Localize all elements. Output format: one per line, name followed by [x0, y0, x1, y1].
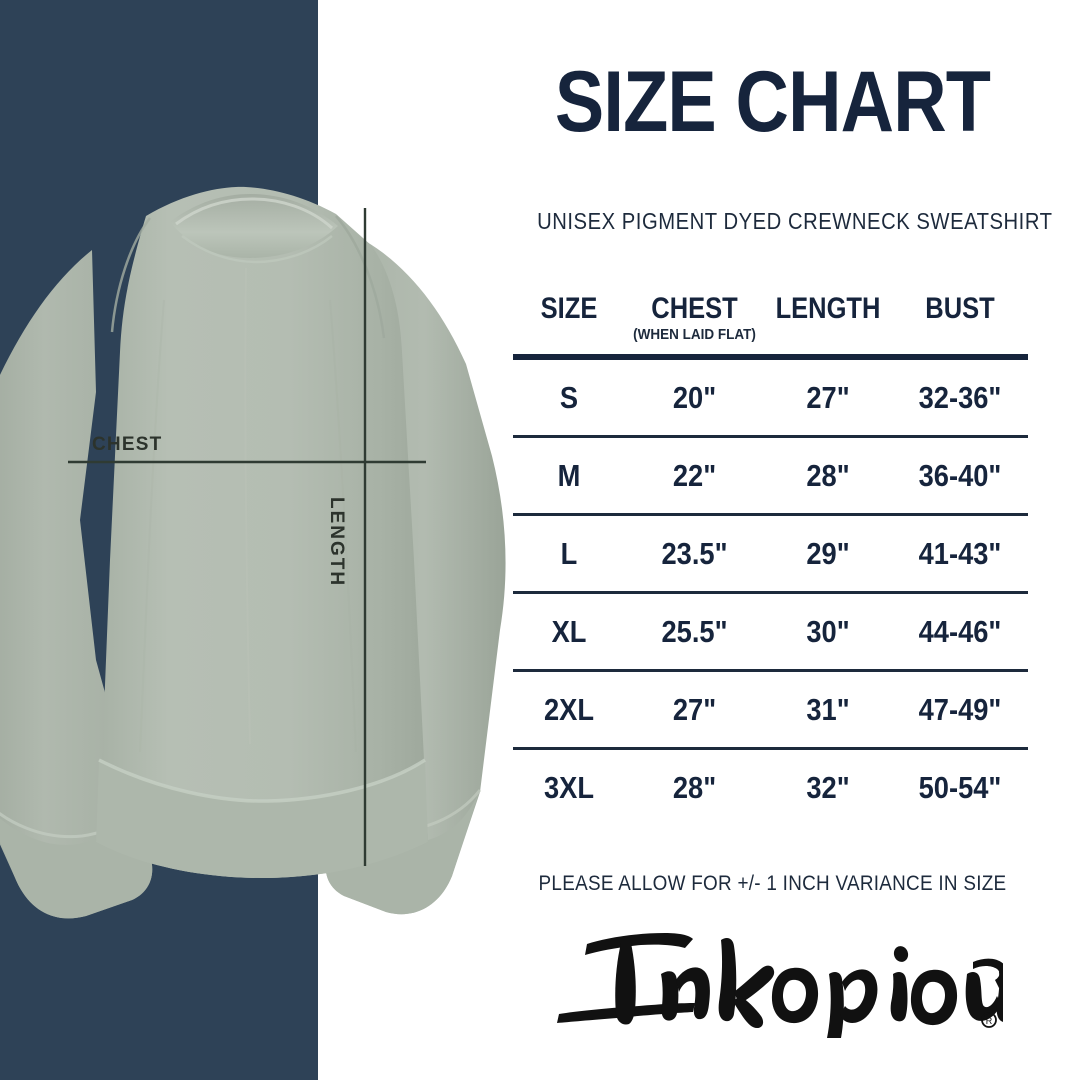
cell-size: XL	[551, 614, 587, 649]
cell-length: 30"	[806, 614, 850, 649]
row-divider	[513, 747, 1028, 750]
table-row: M 22" 28" 36-40"	[513, 438, 1028, 513]
page-subtitle: UNISEX PIGMENT DYED CREWNECK SWEATSHIRT	[537, 208, 1053, 234]
inkopious-wordmark: R	[557, 933, 1003, 1038]
chest-laid-flat-note: (WHEN LAID FLAT)	[633, 326, 756, 343]
row-divider	[513, 513, 1028, 516]
cell-size: 2XL	[543, 692, 595, 727]
chest-measure-label: CHEST	[92, 434, 163, 455]
cell-bust: 32-36"	[918, 380, 1002, 415]
cell-size: M	[557, 458, 581, 493]
table-row: L 23.5" 29" 41-43"	[513, 516, 1028, 591]
cell-length: 27"	[806, 380, 850, 415]
cell-size: S	[559, 380, 579, 415]
table-row: 3XL 28" 32" 50-54"	[513, 750, 1028, 825]
size-table: SIZE CHEST LENGTH BUST (WHEN LAID FLAT) …	[513, 278, 1028, 825]
cell-bust: 50-54"	[918, 770, 1002, 805]
cell-length: 31"	[806, 692, 850, 727]
column-header-chest: CHEST	[651, 292, 738, 325]
chart-column: SIZE CHART UNISEX PIGMENT DYED CREWNECK …	[505, 0, 1053, 1080]
cell-chest: 20"	[672, 380, 717, 415]
table-row: XL 25.5" 30" 44-46"	[513, 594, 1028, 669]
column-header-bust: BUST	[925, 292, 995, 325]
column-header-length: LENGTH	[775, 292, 881, 325]
column-header-size: SIZE	[540, 292, 598, 325]
cell-size: L	[560, 536, 578, 571]
product-photo: CHEST LENGTH	[0, 0, 530, 1080]
cell-length: 29"	[806, 536, 850, 571]
registered-trademark-icon: R	[981, 1012, 997, 1028]
svg-text:R: R	[986, 1016, 993, 1026]
cell-chest: 27"	[672, 692, 717, 727]
cell-length: 32"	[806, 770, 850, 805]
row-divider	[513, 435, 1028, 438]
cell-chest: 23.5"	[661, 536, 728, 571]
variance-note: PLEASE ALLOW FOR +/- 1 INCH VARIANCE IN …	[538, 872, 1007, 895]
table-row: 2XL 27" 31" 47-49"	[513, 672, 1028, 747]
table-row: S 20" 27" 32-36"	[513, 360, 1028, 435]
cell-chest: 28"	[672, 770, 717, 805]
cell-chest: 22"	[672, 458, 717, 493]
brand-logo: R	[543, 918, 1003, 1038]
cell-bust: 44-46"	[918, 614, 1002, 649]
cell-size: 3XL	[543, 770, 595, 805]
cell-bust: 36-40"	[918, 458, 1002, 493]
table-top-rule	[513, 354, 1028, 360]
page-title: SIZE CHART	[554, 54, 991, 150]
row-divider	[513, 591, 1028, 594]
sweatshirt-illustration	[0, 186, 506, 919]
cell-length: 28"	[806, 458, 850, 493]
cell-chest: 25.5"	[661, 614, 728, 649]
table-header-row: SIZE CHEST LENGTH BUST	[513, 278, 1028, 324]
cell-bust: 47-49"	[918, 692, 1002, 727]
length-measure-label: LENGTH	[326, 497, 347, 588]
row-divider	[513, 669, 1028, 672]
table-subheader-row: (WHEN LAID FLAT)	[513, 324, 1028, 354]
cell-bust: 41-43"	[918, 536, 1002, 571]
